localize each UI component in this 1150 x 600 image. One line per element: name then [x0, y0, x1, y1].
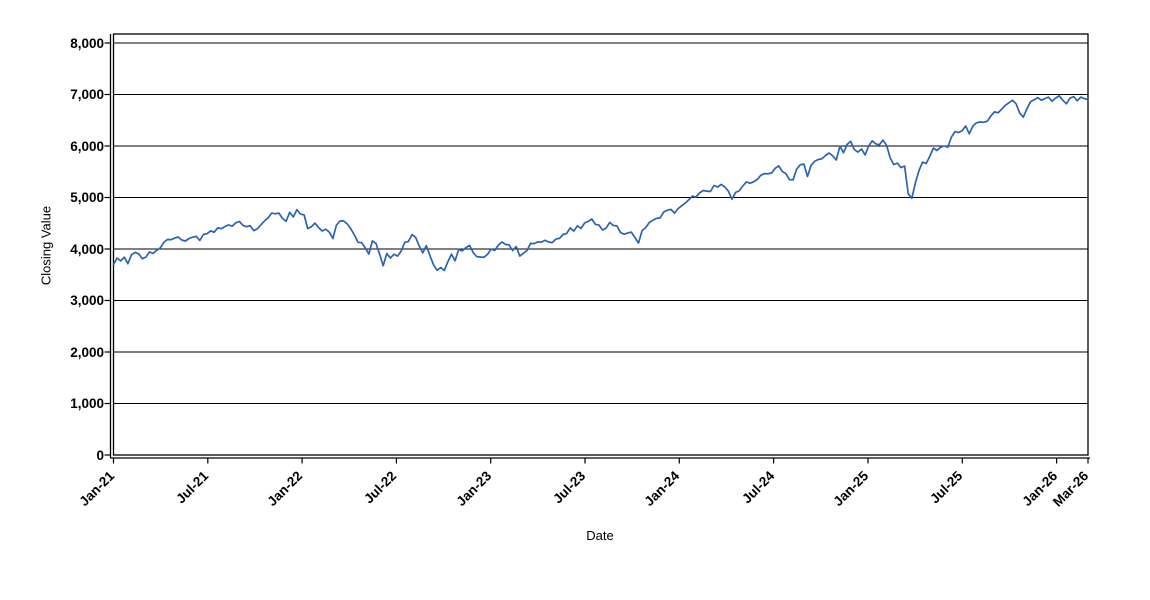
y-tick-label: 3,000	[70, 293, 104, 308]
y-tick-label: 4,000	[70, 241, 104, 257]
y-tick-label: 6,000	[70, 138, 104, 154]
y-tick-label: 2,000	[70, 344, 104, 360]
plot-border	[112, 33, 1089, 456]
y-tick-label: 1,000	[70, 396, 104, 411]
closing-value-series-line	[112, 94, 1089, 272]
x-axis-title: Date	[586, 528, 614, 543]
y-tick-label: 0	[96, 447, 104, 463]
y-tick-label: 8,000	[70, 35, 104, 51]
y-tick-label: 5,000	[70, 190, 104, 205]
y-tick-label: 7,000	[70, 87, 104, 102]
